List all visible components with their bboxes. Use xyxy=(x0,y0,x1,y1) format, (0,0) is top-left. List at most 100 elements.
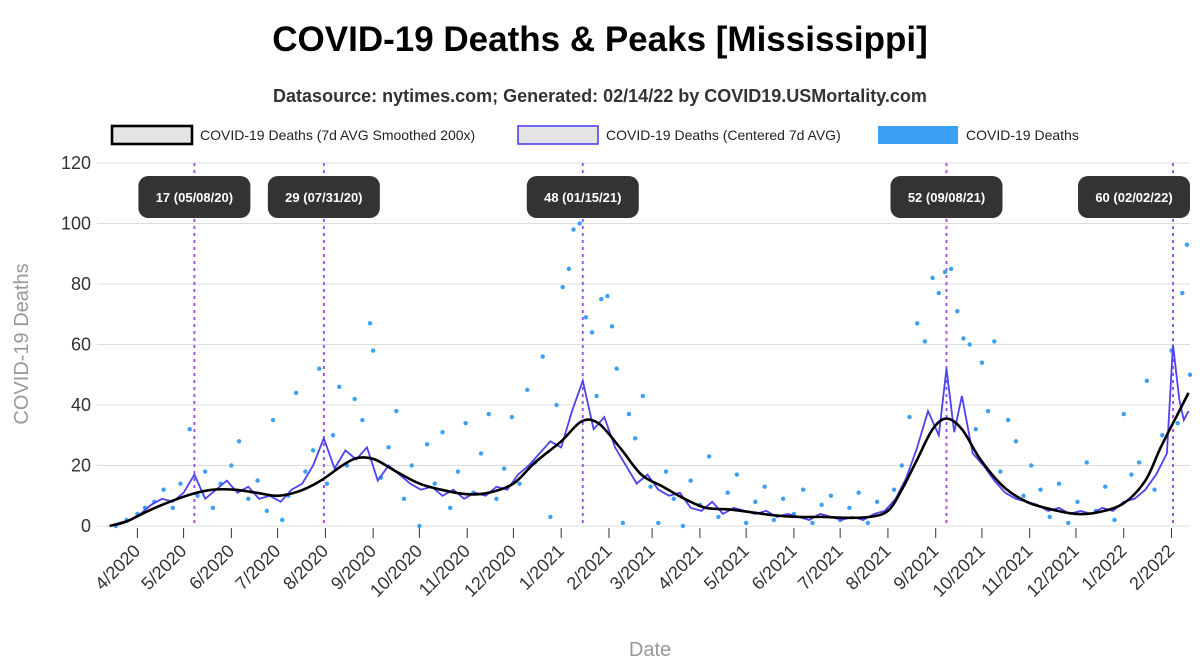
daily-death-point xyxy=(229,463,234,468)
daily-death-point xyxy=(891,487,897,492)
daily-death-point xyxy=(360,417,365,423)
daily-death-point xyxy=(1047,514,1052,520)
daily-death-point xyxy=(1056,481,1062,486)
daily-death-point xyxy=(401,496,407,501)
peak-label-box xyxy=(138,176,251,218)
daily-death-point xyxy=(293,390,299,396)
daily-death-point xyxy=(955,309,960,314)
peak-label: 17 (05/08/20) xyxy=(138,176,251,218)
peak-label: 52 (09/08/21) xyxy=(890,176,1003,218)
x-tick-label: 7/2020 xyxy=(231,541,284,594)
daily-death-point xyxy=(626,411,632,417)
daily-death-point xyxy=(577,221,582,226)
daily-death-point xyxy=(973,427,978,432)
peak-label-box xyxy=(1078,176,1190,218)
daily-death-point xyxy=(1029,463,1034,468)
daily-death-point xyxy=(930,275,935,281)
daily-death-point xyxy=(1184,242,1190,247)
centered-7d-avg-line xyxy=(109,344,1190,527)
daily-death-point xyxy=(907,414,912,420)
daily-death-point xyxy=(1066,520,1071,526)
daily-death-point xyxy=(915,321,920,326)
daily-death-point xyxy=(632,436,638,441)
x-tick-label: 4/2021 xyxy=(654,541,707,594)
daily-death-point xyxy=(716,514,721,520)
daily-death-point xyxy=(246,496,251,501)
daily-death-point xyxy=(417,523,422,529)
daily-death-point xyxy=(780,496,786,501)
daily-death-point xyxy=(1084,460,1089,465)
y-tick-label: 100 xyxy=(61,214,91,234)
daily-death-point xyxy=(324,481,330,486)
daily-death-point xyxy=(865,520,871,526)
y-tick-label: 60 xyxy=(71,335,91,355)
daily-death-point xyxy=(1180,290,1185,296)
daily-death-point xyxy=(540,354,545,359)
x-tick-label: 2/2021 xyxy=(563,541,616,594)
daily-death-point xyxy=(494,496,499,501)
daily-death-point xyxy=(455,469,461,474)
daily-death-point xyxy=(936,290,941,296)
daily-death-point xyxy=(922,339,928,344)
y-tick-label: 120 xyxy=(61,153,91,173)
daily-death-point xyxy=(178,481,183,486)
daily-death-point xyxy=(1160,433,1165,438)
x-tick-label: 5/2020 xyxy=(137,541,190,594)
daily-death-point xyxy=(571,227,576,232)
daily-death-point xyxy=(948,266,954,272)
legend-swatch xyxy=(517,125,599,145)
daily-death-point xyxy=(424,442,430,447)
daily-death-point xyxy=(509,414,515,420)
daily-death-point xyxy=(743,520,749,526)
daily-death-point xyxy=(440,430,445,435)
daily-death-point xyxy=(706,454,712,459)
daily-death-point xyxy=(942,269,948,275)
legend-label: COVID-19 Deaths xyxy=(966,127,1079,143)
x-tick-label: 12/2020 xyxy=(460,541,520,601)
smoothed-7d-avg-line xyxy=(109,392,1190,528)
daily-death-point xyxy=(985,408,991,414)
daily-death-point xyxy=(1152,487,1157,492)
x-tick-label: 12/2021 xyxy=(1023,541,1083,601)
daily-death-point xyxy=(599,296,604,302)
x-axis: 4/20205/20206/20207/20208/20209/202010/2… xyxy=(91,528,1178,601)
daily-death-point xyxy=(1005,417,1011,423)
daily-death-point xyxy=(1013,439,1019,444)
legend-label: COVID-19 Deaths (Centered 7d AVG) xyxy=(606,127,841,143)
daily-death-point xyxy=(663,469,669,474)
daily-death-point xyxy=(463,420,468,426)
x-tick-label: 1/2021 xyxy=(515,541,568,594)
daily-death-point xyxy=(195,493,200,498)
daily-death-point xyxy=(370,348,376,353)
daily-death-point xyxy=(725,490,730,495)
daily-death-point xyxy=(1021,493,1026,498)
daily-death-point xyxy=(187,427,192,432)
daily-death-point xyxy=(161,487,166,492)
legend-item-centered: COVID-19 Deaths (Centered 7d AVG) xyxy=(517,125,841,145)
daily-death-point xyxy=(1121,411,1126,417)
daily-death-point xyxy=(609,324,615,329)
peak-lines xyxy=(193,163,1174,526)
daily-death-point xyxy=(614,366,619,371)
peak-label-box xyxy=(890,176,1003,218)
x-tick-label: 8/2020 xyxy=(279,541,332,594)
legend-item-smoothed: COVID-19 Deaths (7d AVG Smoothed 200x) xyxy=(110,124,475,146)
daily-death-point xyxy=(1112,517,1117,523)
daily-death-point xyxy=(554,402,559,408)
daily-death-point xyxy=(680,523,686,529)
daily-death-point xyxy=(486,411,491,417)
daily-death-point xyxy=(605,293,610,299)
daily-death-point xyxy=(688,478,693,483)
daily-death-point xyxy=(762,484,767,489)
peak-label-text: 29 (07/31/20) xyxy=(285,190,362,205)
x-tick-label: 8/2021 xyxy=(842,541,895,594)
daily-death-point xyxy=(856,490,861,495)
daily-death-point xyxy=(589,330,595,335)
daily-death-point xyxy=(525,387,530,393)
daily-death-point xyxy=(1075,499,1080,504)
x-tick-label: 5/2021 xyxy=(700,541,753,594)
peak-label-text: 17 (05/08/20) xyxy=(156,190,233,205)
daily-death-point xyxy=(734,472,740,477)
daily-death-point xyxy=(1187,372,1193,377)
daily-death-point xyxy=(671,496,676,501)
